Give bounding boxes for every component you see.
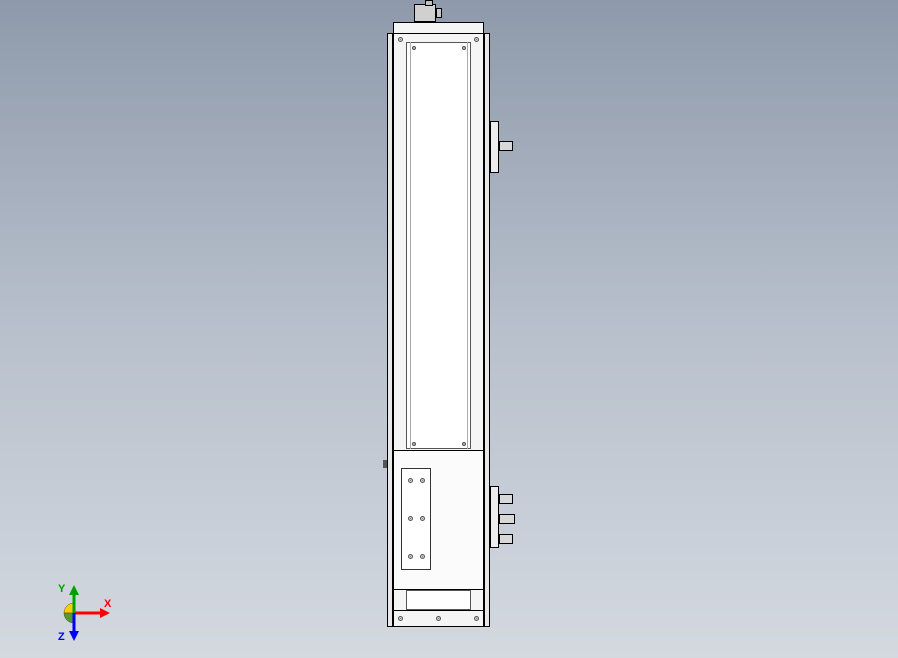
- inner-panel-seam-right: [467, 42, 468, 449]
- cad-viewport[interactable]: X Y Z: [0, 0, 898, 658]
- right-bracket-lower: [490, 486, 499, 548]
- axis-x-label: X: [104, 598, 111, 610]
- top-fitting-side: [436, 8, 442, 18]
- axis-z-arrow-icon: [69, 631, 79, 641]
- axis-triad[interactable]: X Y Z: [56, 583, 116, 643]
- panel-hole-tr: [462, 46, 466, 50]
- panel-hole-tl: [412, 46, 416, 50]
- lower-gap: [406, 590, 471, 610]
- top-fitting-nub: [425, 0, 433, 6]
- carriage-hole-6: [420, 554, 425, 559]
- carriage-plate: [401, 468, 431, 570]
- hole-bl: [398, 616, 403, 621]
- axis-y-label: Y: [58, 583, 65, 595]
- right-bracket-upper: [490, 121, 499, 173]
- hole-tr: [474, 37, 479, 42]
- right-bracket-lower-bolt-1: [499, 494, 513, 504]
- right-bracket-upper-bolt: [499, 141, 513, 151]
- carriage-hole-4: [420, 478, 425, 483]
- top-fitting-body: [414, 4, 436, 22]
- right-bracket-lower-bolt-2: [499, 514, 515, 524]
- left-sensor-tab: [383, 460, 387, 468]
- right-bracket-lower-bolt-3: [499, 534, 513, 544]
- panel-hole-bl: [412, 442, 416, 446]
- hole-br: [474, 616, 479, 621]
- panel-hole-br: [462, 442, 466, 446]
- carriage-hole-2: [408, 516, 413, 521]
- hole-bc: [436, 616, 441, 621]
- carriage-hole-5: [420, 516, 425, 521]
- hole-tl: [398, 37, 403, 42]
- inner-panel-seam-left: [410, 42, 411, 449]
- axis-y-arrow-icon: [69, 585, 79, 595]
- inner-panel: [406, 42, 471, 449]
- axis-z-label: Z: [58, 631, 65, 643]
- carriage-hole-1: [408, 478, 413, 483]
- top-cap: [393, 22, 484, 34]
- carriage-hole-3: [408, 554, 413, 559]
